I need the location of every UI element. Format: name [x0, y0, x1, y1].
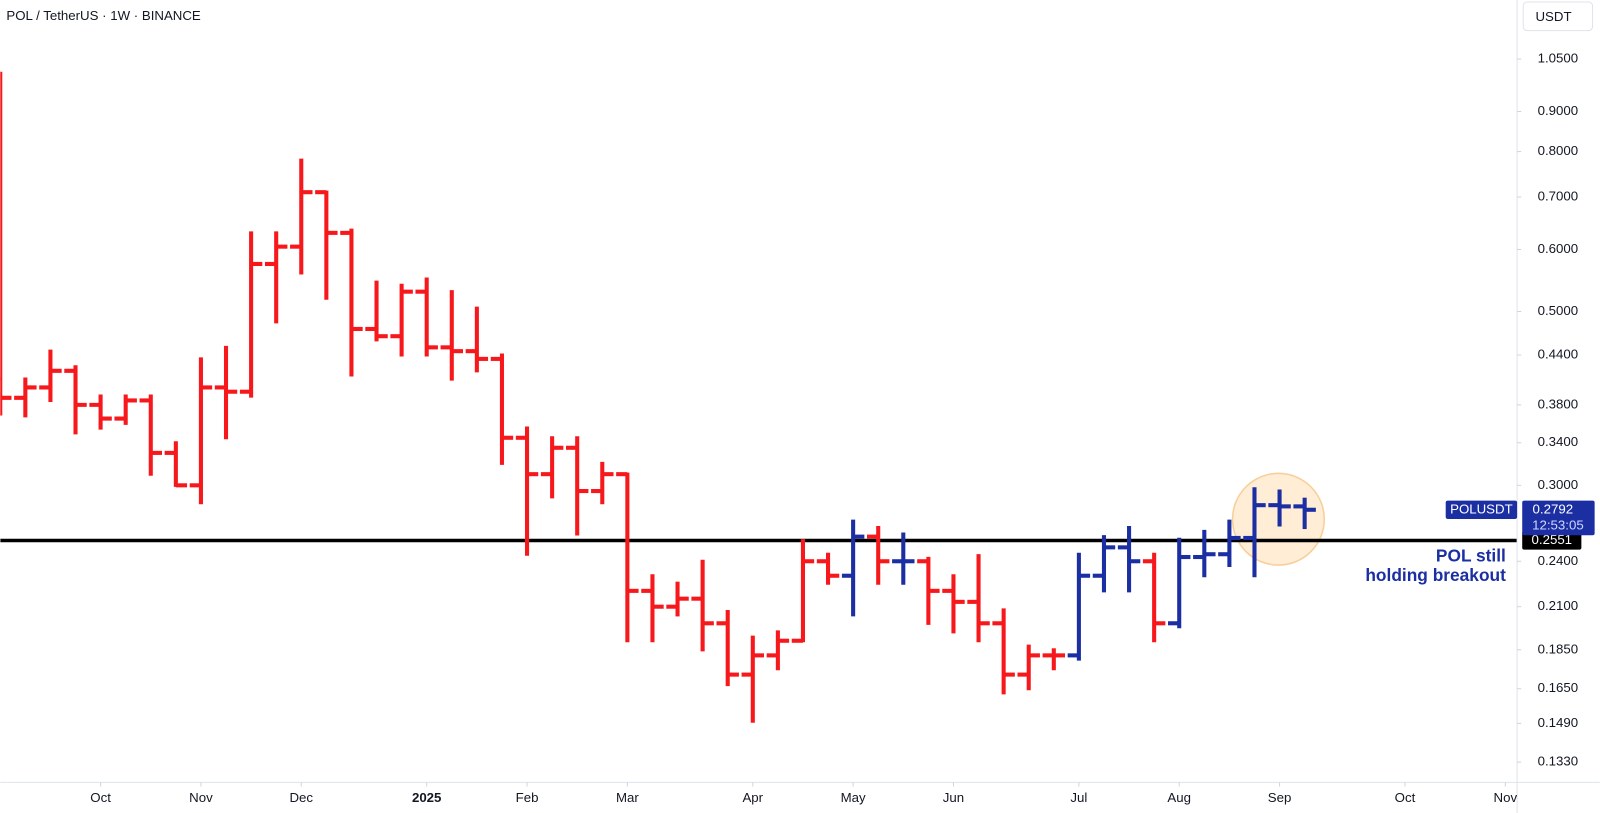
- ohlc-bar: [1042, 648, 1066, 671]
- ohlc-bar: [1193, 529, 1216, 578]
- ohlc-bar: [239, 231, 263, 398]
- ohlc-bar: [892, 532, 915, 585]
- ohlc-bar: [816, 552, 840, 585]
- ohlc-bar: [591, 461, 614, 505]
- y-tick-label: 0.6000: [1538, 241, 1579, 256]
- ohlc-bar: [189, 357, 213, 505]
- ohlc-bar: [666, 581, 689, 617]
- annotation: holding breakout: [1365, 565, 1506, 585]
- ohlc-bar: [14, 377, 37, 418]
- ohlc-bar: [290, 158, 313, 275]
- x-tick-label: Apr: [742, 790, 763, 805]
- y-tick-label: 0.7000: [1538, 189, 1579, 204]
- y-tick-label: 0.1490: [1538, 715, 1579, 730]
- y-tick-label: 0.5000: [1538, 303, 1579, 318]
- plot-area: [0, 71, 1518, 723]
- x-tick-label: Oct: [90, 790, 111, 805]
- ohlc-bar: [841, 519, 865, 617]
- x-tick-label: Sep: [1268, 790, 1292, 805]
- x-tick-label: Jun: [943, 790, 964, 805]
- x-tick-label: Feb: [516, 790, 539, 805]
- ohlc-bar: [490, 353, 514, 465]
- symbol-box: [1445, 500, 1518, 519]
- y-tick-label: 0.1650: [1538, 680, 1579, 695]
- ohlc-bar: [1067, 552, 1091, 661]
- y-tick-label: 0.9000: [1538, 103, 1579, 118]
- ohlc-bar: [415, 277, 438, 357]
- ohlc-bar: [390, 283, 413, 357]
- ohlc-bar: [1243, 487, 1266, 578]
- chart-title: POL / TetherUS · 1W · BINANCE: [6, 8, 201, 23]
- ohlc-bar: [114, 394, 137, 425]
- ohlc-bar: [64, 365, 87, 435]
- y-tick-label: 0.8000: [1538, 143, 1579, 158]
- ohlc-bar: [616, 472, 639, 643]
- ohlc-bar: [641, 574, 664, 643]
- ohlc-bar: [1268, 489, 1291, 527]
- last-price: 0.2792: [1533, 501, 1574, 516]
- y-tick-label: 0.1850: [1538, 641, 1579, 656]
- y-tick-label: 0.2400: [1538, 553, 1579, 568]
- ohlc-bar: [917, 556, 940, 625]
- x-tick-label: Jul: [1070, 790, 1087, 805]
- y-tick-label: 0.1330: [1538, 754, 1579, 769]
- y-tick-label: 0.3000: [1538, 477, 1579, 492]
- annotation: POL still: [1436, 546, 1506, 566]
- ohlc-bar: [0, 71, 12, 416]
- ohlc-bar: [1092, 535, 1116, 593]
- ohlc-bar: [967, 554, 990, 643]
- symbol-name: POLUSDT: [1450, 501, 1513, 516]
- ohlc-bar: [264, 231, 288, 324]
- ohlc-bar: [365, 280, 388, 342]
- ohlc-bar: [992, 608, 1015, 695]
- ohlc-bar: [716, 610, 739, 687]
- ohlc-bar: [791, 539, 815, 643]
- x-tick-label: Nov: [189, 790, 213, 805]
- ohlc-bar: [942, 574, 965, 634]
- ohlc-bar: [1017, 644, 1040, 691]
- x-tick-label: May: [841, 790, 866, 805]
- last-price-box: [1522, 500, 1595, 536]
- x-tick-label: Nov: [1494, 790, 1518, 805]
- ohlc-bar: [1142, 552, 1166, 643]
- ohlc-bar: [1218, 519, 1241, 568]
- countdown: 12:53:05: [1532, 518, 1584, 533]
- ohlc-bar: [866, 526, 890, 585]
- ohlc-bar: [565, 436, 589, 536]
- x-tick-label: 2025: [412, 790, 441, 805]
- ohlc-bar: [515, 426, 539, 556]
- x-tick-label: Dec: [289, 790, 313, 805]
- ohlc-bar: [540, 436, 564, 499]
- ohlc-bar: [465, 306, 489, 373]
- ohlc-bar: [741, 635, 765, 723]
- y-tick-label: 0.4400: [1538, 347, 1579, 362]
- ohlc-bar: [39, 349, 62, 402]
- currency[interactable]: USDT: [1535, 9, 1571, 24]
- y-tick-label: 0.2100: [1538, 598, 1579, 613]
- x-tick-label: Aug: [1167, 790, 1191, 805]
- y-tick-label: 1.0500: [1538, 51, 1579, 66]
- hline-price-box: [1522, 531, 1582, 550]
- y-tick-label: 0.3400: [1538, 434, 1579, 449]
- hline-price: 0.2551: [1532, 532, 1573, 547]
- ohlc-bar: [1293, 497, 1316, 530]
- ohlc-bar: [340, 228, 363, 377]
- ohlc-bar: [89, 394, 112, 430]
- ohlc-bar: [1117, 526, 1141, 593]
- ohlc-bar: [691, 559, 714, 652]
- ohlc-bar: [139, 394, 162, 476]
- ohlc-bar: [315, 190, 338, 300]
- ohlc-bar: [1168, 537, 1191, 629]
- x-tick-label: Oct: [1395, 790, 1416, 805]
- ohlc-bar: [214, 345, 238, 440]
- ohlc-bar: [766, 630, 790, 671]
- y-tick-label: 0.3800: [1538, 396, 1579, 411]
- x-tick-label: Mar: [616, 790, 639, 805]
- currency-box[interactable]: [1522, 1, 1594, 32]
- ohlc-bar: [164, 441, 188, 488]
- ohlc-bar: [440, 290, 464, 381]
